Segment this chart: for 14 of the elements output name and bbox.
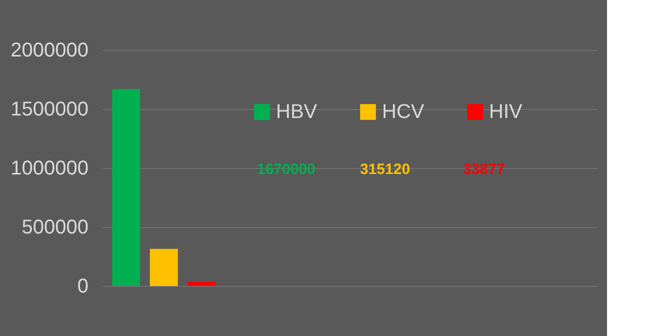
bar: [150, 248, 178, 286]
annotation: 315120: [360, 161, 410, 178]
bar: [188, 282, 216, 286]
annotation: 1670000: [257, 161, 316, 178]
legend-label: HCV: [382, 101, 425, 123]
legend-label: HIV: [489, 101, 523, 123]
y-tick-label: 0: [77, 276, 88, 298]
y-tick-label: 2000000: [10, 40, 88, 62]
y-tick-label: 1500000: [10, 98, 88, 120]
bar: [112, 88, 140, 286]
y-tick-label: 500000: [22, 216, 88, 238]
legend-label: HBV: [276, 101, 318, 123]
annotation: 33877: [463, 161, 505, 178]
y-tick-label: 1000000: [10, 158, 88, 180]
